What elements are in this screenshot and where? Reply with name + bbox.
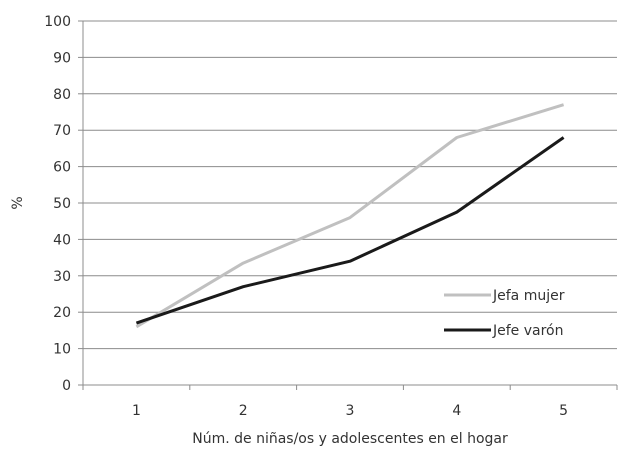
series-lines <box>135 103 565 329</box>
x-axis-title: Núm. de niñas/os y adolescentes en el ho… <box>192 431 508 447</box>
data-point <box>349 260 352 263</box>
x-tick-label: 2 <box>239 403 248 419</box>
data-point <box>242 262 245 265</box>
legend: Jefa mujer Jefe varón <box>444 288 565 339</box>
legend-label: Jefe varón <box>492 323 564 339</box>
data-point <box>455 136 458 139</box>
y-tick-label: 50 <box>53 196 71 212</box>
data-point <box>135 325 138 328</box>
y-tick-label: 30 <box>53 269 71 285</box>
y-tick-label: 80 <box>53 87 71 103</box>
y-tick-label: 70 <box>53 123 71 139</box>
data-point <box>562 136 565 139</box>
x-tick-label: 3 <box>346 403 355 419</box>
y-tick-label: 60 <box>53 160 71 176</box>
data-point <box>242 285 245 288</box>
legend-label: Jefa mujer <box>492 288 565 304</box>
data-point <box>135 322 138 325</box>
y-tick-label: 90 <box>53 50 71 66</box>
y-tick-label: 100 <box>44 14 71 30</box>
x-tick-label: 5 <box>559 403 568 419</box>
data-point <box>349 216 352 219</box>
x-tick-label: 4 <box>452 403 461 419</box>
y-tick-label: 0 <box>62 378 71 394</box>
axes: 0 10 20 30 40 50 60 70 80 90 100 1 2 3 4 5 <box>44 14 618 419</box>
y-tick-label: 10 <box>53 342 71 358</box>
series-line-jefe-varon <box>135 136 565 325</box>
y-tick-label: 20 <box>53 305 71 321</box>
x-tick-label: 1 <box>132 403 141 419</box>
y-tick-label: 40 <box>53 232 71 248</box>
data-point <box>562 103 565 106</box>
series-line-jefa-mujer <box>135 103 565 329</box>
data-point <box>455 211 458 214</box>
y-axis-title: % <box>10 196 26 209</box>
